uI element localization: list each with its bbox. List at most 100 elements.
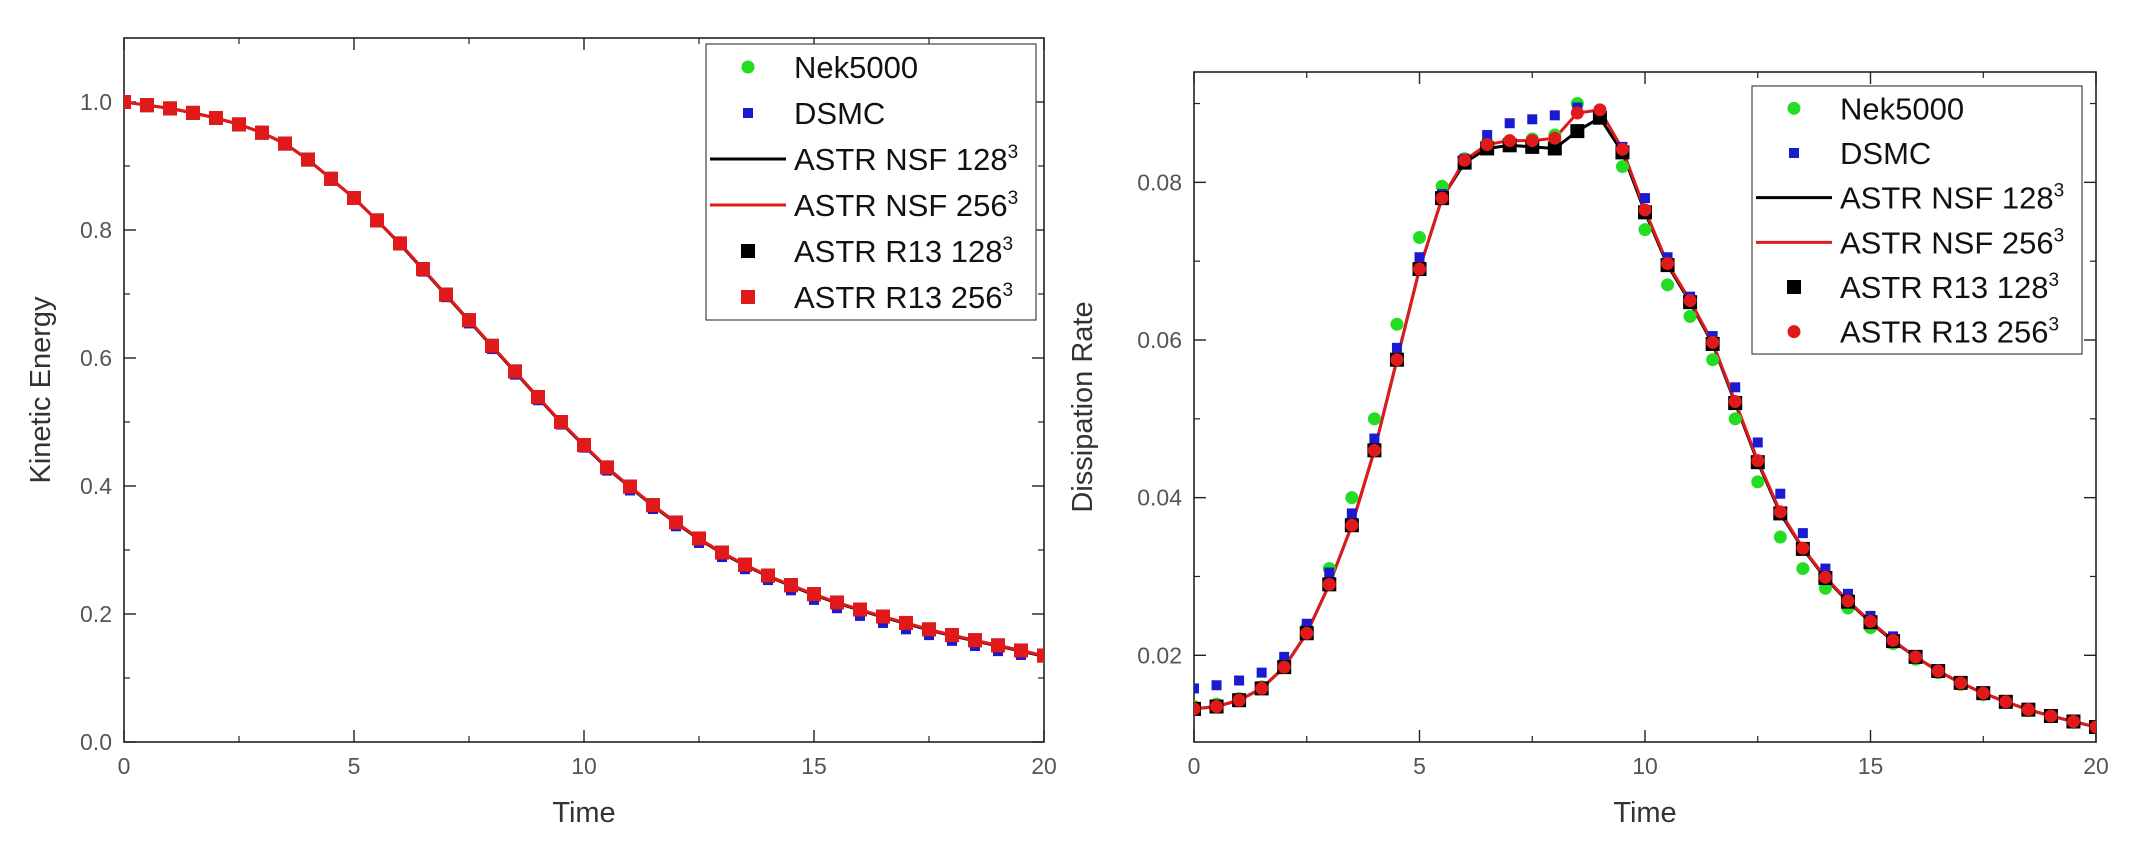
data-point-astr-r13-256 xyxy=(1435,191,1449,205)
data-point-astr-r13-256 xyxy=(1954,676,1968,690)
data-point-dsmc xyxy=(1301,618,1312,629)
legend: Nek5000 DSMC ASTR NSF 1283 ASTR NSF 2563 AST… xyxy=(1751,85,2083,355)
legend-label: ASTR R13 2563 xyxy=(794,280,1013,315)
data-point-astr-r13-256 xyxy=(1548,131,1562,145)
x-tick-label: 10 xyxy=(1632,753,1658,779)
data-point-dsmc xyxy=(1369,433,1380,444)
y-axis-label: Dissipation Rate xyxy=(1067,301,1099,512)
data-point-dsmc xyxy=(1279,651,1290,662)
data-point-astr-r13-256 xyxy=(830,595,844,610)
data-point-dsmc xyxy=(1211,680,1222,691)
data-point-nek5000 xyxy=(1661,278,1675,292)
dissipation-rate-panel: 0 5 10 15 20 0.02 0.04 0.06 0.08 Time Dissipation … xyxy=(1067,71,2109,829)
data-point-astr-r13-256 xyxy=(1728,394,1742,408)
legend-swatch-nek5000 xyxy=(1787,101,1801,115)
data-point-astr-r13-256 xyxy=(738,557,752,572)
data-point-astr-r13-256 xyxy=(1773,505,1787,519)
data-point-dsmc xyxy=(1775,488,1786,499)
data-point-astr-r13-256 xyxy=(278,136,292,151)
legend-swatch-astr-r13-256 xyxy=(1787,325,1801,339)
y-tick-label: 0.8 xyxy=(80,217,112,243)
y-tick-label: 0.2 xyxy=(80,601,112,627)
data-point-astr-r13-256 xyxy=(1706,335,1720,349)
x-tick-label: 20 xyxy=(1031,753,1057,779)
data-point-astr-r13-256 xyxy=(968,633,982,648)
data-point-astr-r13-128 xyxy=(1570,124,1585,139)
kinetic-energy-panel: 0 5 10 15 20 0.0 0.2 0.4 0.6 0.8 1.0 Time Kinetic En… xyxy=(25,37,1057,829)
data-point-astr-r13-256 xyxy=(485,338,499,353)
legend-label: ASTR NSF 2563 xyxy=(1840,225,2064,260)
legend-swatch-astr-r13-128 xyxy=(1787,280,1801,294)
data-point-astr-r13-256 xyxy=(393,236,407,251)
data-point-dsmc xyxy=(1346,508,1357,519)
y-axis-label: Kinetic Energy xyxy=(25,296,57,483)
y-tick-label: 1.0 xyxy=(80,89,112,115)
data-point-dsmc xyxy=(1752,437,1763,448)
data-point-nek5000 xyxy=(1413,231,1426,245)
data-point-astr-r13-256 xyxy=(1886,633,1900,647)
legend-swatch-nek5000 xyxy=(741,60,755,74)
data-point-dsmc xyxy=(1324,567,1335,578)
legend-swatch-astr-r13-128 xyxy=(741,244,755,258)
data-point-nek5000 xyxy=(1728,412,1742,426)
data-point-astr-r13-256 xyxy=(2044,709,2058,723)
data-point-astr-r13-256 xyxy=(1751,454,1765,468)
legend-label: ASTR NSF 2563 xyxy=(794,188,1018,223)
data-point-astr-r13-256 xyxy=(899,615,913,630)
data-point-astr-r13-256 xyxy=(600,460,614,475)
data-point-astr-r13-256 xyxy=(416,262,430,277)
data-point-dsmc xyxy=(1482,130,1493,141)
data-point-astr-r13-256 xyxy=(761,568,775,583)
data-point-astr-r13-256 xyxy=(462,313,476,328)
data-point-dsmc xyxy=(1797,528,1808,539)
data-point-astr-r13-256 xyxy=(784,578,798,593)
legend-label: ASTR R13 2563 xyxy=(1840,315,2059,350)
data-point-dsmc xyxy=(1256,667,1267,678)
data-point-nek5000 xyxy=(1345,491,1359,505)
y-tick-label: 0.04 xyxy=(1137,485,1182,511)
data-point-dsmc xyxy=(1234,675,1245,686)
data-point-astr-r13-256 xyxy=(439,287,453,302)
data-point-dsmc xyxy=(1504,118,1515,129)
x-axis-label: Time xyxy=(552,797,615,829)
data-point-astr-r13-256 xyxy=(1841,594,1855,608)
data-point-nek5000 xyxy=(1796,562,1810,576)
data-point-nek5000 xyxy=(1390,317,1404,331)
data-point-dsmc xyxy=(1842,588,1853,599)
data-point-astr-r13-256 xyxy=(577,438,591,453)
data-point-astr-r13-256 xyxy=(692,531,706,546)
data-point-astr-r13-256 xyxy=(124,95,131,109)
data-point-dsmc xyxy=(1549,110,1560,121)
data-point-astr-r13-256 xyxy=(1661,257,1675,271)
data-point-astr-r13-256 xyxy=(646,498,660,513)
data-point-astr-r13-256 xyxy=(508,364,522,379)
data-point-dsmc xyxy=(1194,683,1199,694)
data-point-astr-r13-256 xyxy=(945,628,959,643)
legend-label: Nek5000 xyxy=(1840,91,1964,126)
data-point-astr-r13-256 xyxy=(623,479,637,494)
data-point-astr-r13-256 xyxy=(1255,681,1269,695)
data-point-astr-r13-256 xyxy=(2021,703,2035,717)
data-point-dsmc xyxy=(1414,252,1425,263)
y-tick-label: 0.06 xyxy=(1137,327,1182,353)
legend-label: ASTR R13 1283 xyxy=(1840,270,2059,305)
data-point-astr-r13-256 xyxy=(1638,203,1652,217)
data-point-astr-r13-256 xyxy=(1818,570,1832,584)
data-point-astr-r13-256 xyxy=(1480,138,1494,152)
data-point-astr-r13-256 xyxy=(255,125,269,140)
y-tick-label: 0.0 xyxy=(80,729,112,755)
data-point-astr-r13-256 xyxy=(876,609,890,624)
data-point-astr-r13-256 xyxy=(232,117,246,132)
data-point-astr-r13-256 xyxy=(1210,700,1224,714)
y-tick-label: 0.4 xyxy=(80,473,112,499)
data-point-astr-r13-256 xyxy=(1796,541,1810,555)
data-point-astr-r13-256 xyxy=(1014,643,1028,658)
legend-box xyxy=(705,43,1037,321)
data-point-astr-r13-256 xyxy=(370,213,384,228)
data-point-astr-r13-256 xyxy=(163,101,177,116)
data-point-nek5000 xyxy=(1367,412,1381,426)
data-point-nek5000 xyxy=(1683,309,1697,323)
legend-label: Nek5000 xyxy=(794,50,918,85)
x-tick-label: 10 xyxy=(571,753,597,779)
y-tick-label: 0.6 xyxy=(80,345,112,371)
